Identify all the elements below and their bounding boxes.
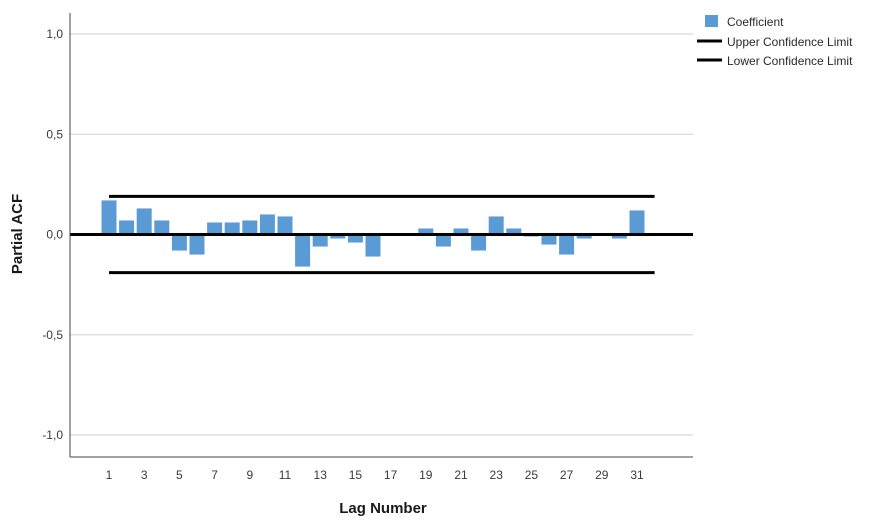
- y-tick-label: -1,0: [42, 428, 63, 442]
- x-tick-label: 5: [176, 468, 183, 482]
- x-tick-label: 17: [384, 468, 398, 482]
- legend-lower-label: Lower Confidence Limit: [727, 54, 853, 68]
- x-tick-label: 23: [490, 468, 504, 482]
- coefficient-bar: [418, 228, 434, 235]
- coefficient-bar: [295, 234, 311, 267]
- x-tick-label: 15: [349, 468, 363, 482]
- x-tick-label: 29: [595, 468, 609, 482]
- y-tick-label: 1,0: [46, 27, 63, 41]
- coefficient-bar: [207, 222, 223, 235]
- x-tick-label: 19: [419, 468, 433, 482]
- coefficient-bar: [488, 216, 504, 235]
- y-tick-label: 0,0: [46, 228, 63, 242]
- coefficient-bar: [471, 234, 487, 251]
- coefficient-bar: [119, 220, 135, 235]
- x-axis-title: Lag Number: [339, 500, 427, 517]
- legend-coefficient-swatch: [705, 15, 718, 27]
- coefficient-bar: [453, 228, 469, 235]
- x-tick-label: 1: [106, 468, 113, 482]
- legend-upper-label: Upper Confidence Limit: [727, 35, 853, 49]
- coefficient-bar: [101, 200, 117, 235]
- coefficient-bar: [154, 220, 170, 235]
- x-tick-label: 21: [454, 468, 468, 482]
- coefficient-bar: [559, 234, 575, 255]
- coefficient-bar: [189, 234, 205, 255]
- coefficient-bar: [365, 234, 381, 257]
- coefficient-bar: [541, 234, 557, 245]
- legend: Coefficient Upper Confidence Limit Lower…: [697, 15, 853, 68]
- x-tick-label: 31: [630, 468, 644, 482]
- coefficient-bar: [224, 222, 240, 235]
- y-axis-title: Partial ACF: [9, 194, 26, 274]
- y-tick-labels: 1,0 0,5 0,0 -0,5 -1,0: [42, 27, 63, 442]
- coefficient-bar: [277, 216, 293, 235]
- coefficient-bar: [312, 234, 328, 247]
- x-tick-labels: 1 3 5 7 9 11 13 15 17 19 21 23 25 27 29 31: [106, 468, 644, 482]
- x-tick-label: 13: [314, 468, 328, 482]
- x-tick-label: 11: [279, 468, 292, 482]
- coefficient-bars: [101, 200, 645, 267]
- coefficient-bar: [259, 214, 275, 235]
- axes: [69, 13, 693, 458]
- y-tick-label: 0,5: [46, 127, 63, 141]
- coefficient-bar: [136, 208, 152, 235]
- x-tick-label: 27: [560, 468, 574, 482]
- x-tick-label: 25: [525, 468, 539, 482]
- coefficient-bar: [330, 234, 346, 239]
- coefficient-bar: [347, 234, 363, 243]
- x-tick-label: 9: [246, 468, 253, 482]
- x-tick-label: 3: [141, 468, 148, 482]
- coefficient-bar: [611, 234, 627, 239]
- coefficient-bar: [506, 228, 522, 235]
- coefficient-bar: [576, 234, 592, 239]
- coefficient-bar: [171, 234, 187, 251]
- y-tick-label: -0,5: [42, 328, 63, 342]
- coefficient-bar: [435, 234, 451, 247]
- coefficient-bar: [629, 210, 645, 235]
- x-tick-label: 7: [211, 468, 218, 482]
- confidence-limits: [70, 194, 693, 275]
- legend-coefficient-label: Coefficient: [727, 15, 784, 29]
- coefficient-bar: [242, 220, 258, 235]
